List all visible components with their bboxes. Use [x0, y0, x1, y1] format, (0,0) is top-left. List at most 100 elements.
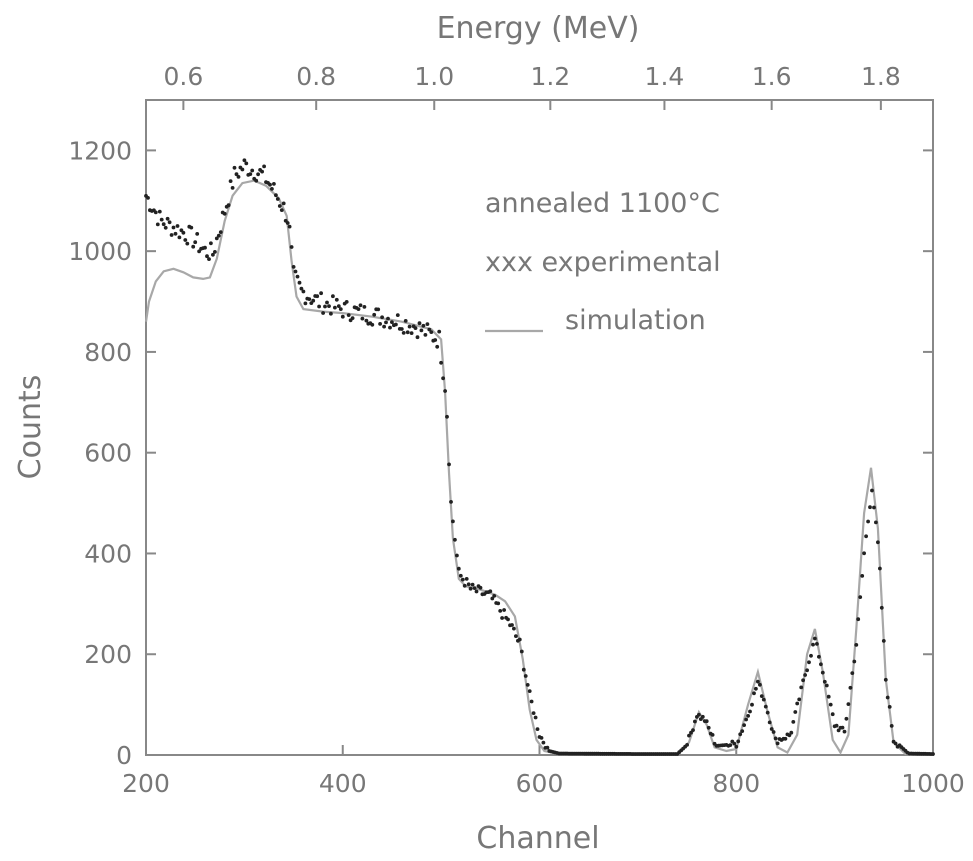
experimental-point	[445, 414, 449, 419]
experimental-point	[301, 289, 306, 294]
experimental-point	[380, 315, 384, 320]
experimental-point	[364, 318, 369, 323]
experimental-point	[409, 331, 414, 335]
experimental-point	[407, 324, 412, 329]
experimental-point	[496, 601, 501, 606]
x-tick-label: 400	[319, 769, 367, 798]
top-tick-label: 0.8	[296, 62, 336, 91]
experimental-point	[277, 204, 282, 208]
experimental-point	[510, 623, 514, 627]
experimental-point	[752, 691, 756, 696]
experimental-point	[765, 710, 770, 715]
experimental-point	[885, 695, 890, 700]
experimental-point	[425, 322, 430, 326]
y-axis-title: Counts	[13, 375, 48, 480]
experimental-point	[763, 704, 768, 709]
experimental-point	[268, 182, 272, 187]
y-tick-label: 400	[84, 539, 132, 568]
experimental-point	[270, 187, 274, 191]
experimental-point	[358, 303, 363, 308]
experimental-point	[807, 660, 811, 665]
experimental-point	[195, 232, 200, 236]
experimental-point	[771, 730, 776, 734]
experimental-point	[519, 649, 524, 654]
experimental-point	[883, 677, 888, 682]
experimental-point	[687, 733, 691, 738]
experimental-point	[704, 719, 709, 724]
experimental-point	[185, 241, 190, 246]
experimental-point	[846, 702, 851, 706]
experimental-point	[734, 744, 739, 749]
experimental-point	[435, 344, 440, 349]
experimental-point	[295, 274, 300, 279]
experimental-point	[161, 222, 166, 227]
experimental-point	[331, 294, 335, 299]
experimental-point	[460, 577, 465, 582]
experimental-point	[809, 653, 813, 658]
experimental-point	[299, 286, 304, 291]
experimental-point	[417, 321, 422, 326]
experimental-point	[163, 225, 168, 230]
experimental-point	[214, 236, 219, 241]
experimental-point	[738, 732, 743, 737]
experimental-point	[321, 311, 325, 315]
experimental-point	[244, 161, 249, 166]
experimental-point	[685, 743, 689, 747]
experimental-point	[856, 617, 861, 622]
experimental-point	[275, 197, 280, 201]
experimental-point	[874, 520, 878, 525]
experimental-point	[230, 186, 235, 190]
experimental-point	[870, 488, 874, 493]
experimental-point	[815, 642, 819, 646]
experimental-point	[333, 305, 337, 310]
top-tick-label: 0.6	[163, 62, 203, 91]
experimental-point	[811, 642, 815, 647]
experimental-point	[862, 551, 866, 556]
experimental-point	[746, 714, 750, 718]
experimental-point	[689, 730, 693, 735]
experimental-point	[421, 323, 426, 328]
experimental-point	[226, 203, 231, 208]
experimental-point	[451, 519, 455, 524]
experimental-point	[535, 727, 540, 731]
experimental-point	[533, 715, 538, 720]
experimental-point	[289, 245, 294, 249]
experimental-point	[848, 685, 853, 690]
experimental-point	[500, 616, 504, 620]
experimental-point	[881, 639, 886, 643]
experimental-point	[216, 233, 221, 238]
experimental-point	[250, 168, 255, 173]
experimental-point	[744, 717, 748, 722]
experimental-point	[793, 710, 798, 714]
experimental-point	[736, 739, 741, 744]
experimental-point	[234, 172, 239, 177]
experimental-point	[272, 182, 276, 186]
experimental-point	[439, 360, 443, 365]
experimental-point	[876, 540, 880, 545]
experimental-point	[468, 586, 473, 591]
experimental-point	[830, 712, 835, 717]
experimental-point	[350, 316, 355, 320]
experimental-point	[868, 505, 872, 510]
experimental-point	[742, 723, 746, 727]
experimental-point	[697, 712, 701, 717]
experimental-point	[514, 634, 518, 638]
experimental-point	[329, 311, 333, 316]
experimental-point	[378, 322, 382, 326]
experimental-point	[169, 233, 174, 237]
experimental-point	[817, 654, 821, 659]
experimental-point	[545, 745, 550, 750]
experimental-point	[706, 725, 711, 730]
experimental-point	[529, 699, 534, 704]
experimental-point	[262, 164, 266, 169]
experimental-point	[346, 313, 351, 317]
experimental-point	[205, 254, 209, 259]
experimental-point	[691, 728, 695, 732]
experimental-point	[405, 330, 410, 335]
experimental-point	[819, 662, 823, 667]
experimental-point	[462, 583, 467, 588]
experimental-point	[506, 617, 510, 622]
experimental-point	[236, 175, 241, 179]
experimental-point	[362, 305, 367, 309]
